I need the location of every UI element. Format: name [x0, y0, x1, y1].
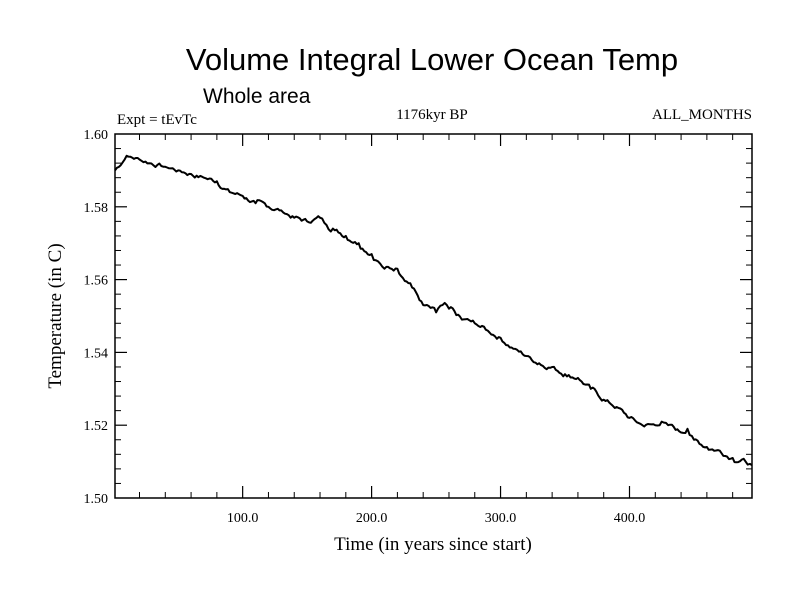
y-tick-label: 1.52	[84, 419, 109, 434]
series-line	[114, 154, 753, 467]
y-tick-label: 1.58	[84, 201, 109, 216]
x-tick-label: 100.0	[227, 511, 259, 526]
months-label: ALL_MONTHS	[652, 107, 752, 123]
chart-subtitle: Whole area	[203, 85, 311, 108]
y-tick-label: 1.56	[84, 274, 109, 289]
tick-labels: 100.0 200.0 300.0 400.0 1.50 1.52 1.54 1.56 1.58…	[84, 128, 646, 526]
y-tick-label: 1.54	[84, 346, 109, 361]
x-axis-label: Time (in years since start)	[334, 534, 532, 555]
plot-frame	[114, 133, 753, 499]
period-label: 1176kyr BP	[396, 107, 468, 123]
x-tick-label: 400.0	[614, 511, 646, 526]
x-tick-label: 300.0	[485, 511, 517, 526]
y-tick-label: 1.60	[84, 128, 109, 143]
minor-ticks	[115, 134, 752, 498]
y-axis-label: Temperature (in C)	[45, 243, 66, 388]
chart-title: Volume Integral Lower Ocean Temp	[186, 42, 678, 77]
y-tick-label: 1.50	[84, 492, 109, 507]
experiment-label: Expt = tEvTc	[117, 112, 197, 128]
major-ticks	[115, 134, 752, 498]
x-tick-label: 200.0	[356, 511, 388, 526]
